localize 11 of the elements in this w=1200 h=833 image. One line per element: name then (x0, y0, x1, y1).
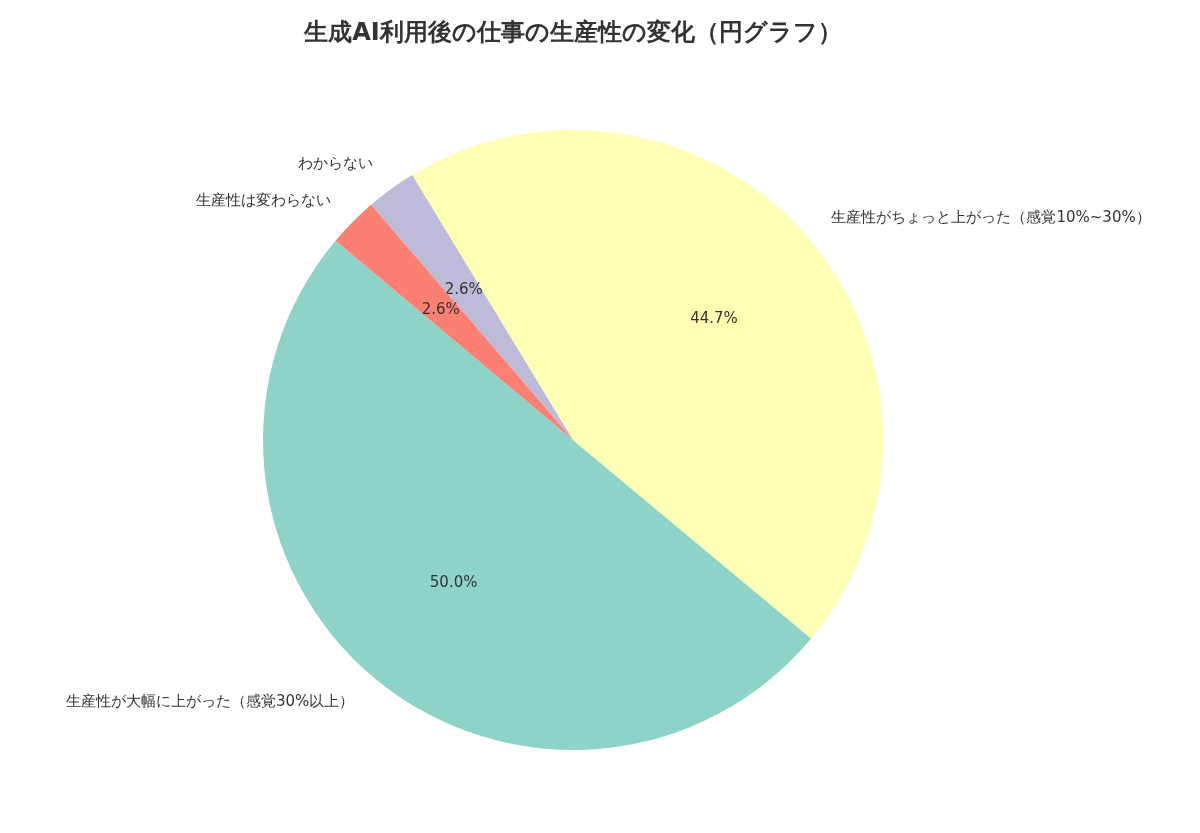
slice-label: 生産性は変わらない (195, 190, 331, 209)
data-label: 2.6% (444, 279, 483, 298)
pie-slice (371, 175, 573, 440)
slice-label: わからない (297, 154, 373, 173)
chart-title: 生成AI利用後の仕事の生産性の変化（円グラフ） (303, 18, 842, 46)
data-label: 2.6% (421, 299, 460, 318)
slice-label: 生産性が大幅に上がった（感覚30%以上） (65, 692, 355, 711)
data-label: 50.0% (429, 573, 478, 592)
pie-slice (335, 204, 573, 440)
data-label: 44.7% (690, 309, 738, 328)
slice-label: 生産性がちょっと上がった（感覚10%~30%） (831, 208, 1151, 227)
